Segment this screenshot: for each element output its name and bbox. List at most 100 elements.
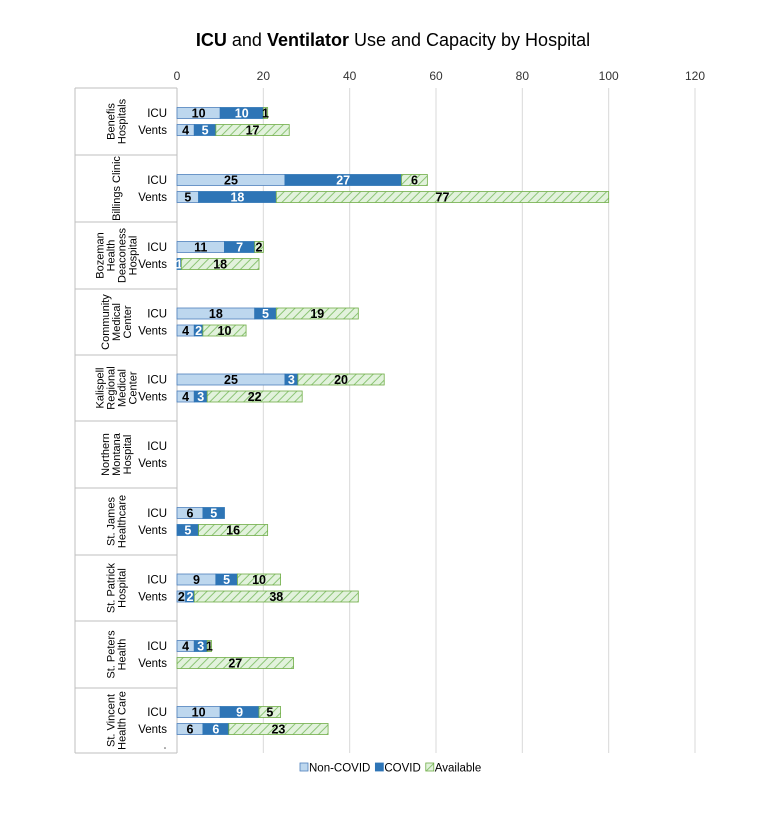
bar-available [275,191,610,203]
bar-covid [202,507,225,519]
hospital-label-line: Kalispell [95,368,107,409]
data-label-non-covid: 18 [209,307,223,321]
row-label-vents: Vents [138,458,167,470]
data-label-non-covid: 6 [186,723,193,737]
legend-label-covid: COVID [384,763,420,775]
data-label-non-covid: 10 [192,107,206,121]
hospital-label-line: Medical [117,369,129,407]
bar-available [228,723,329,735]
bar-available [215,124,290,136]
data-label-non-covid: 6 [186,507,193,521]
row-label-icu: ICU [147,309,167,321]
hospital-label-line: Montana [111,432,123,476]
hospital-label-line: Healthcare [117,495,129,548]
data-label-non-covid: 4 [182,390,189,404]
row-label-vents: Vents [138,592,167,604]
data-label-non-covid: 4 [182,640,189,654]
data-label-available: 10 [218,324,232,338]
hospital-label-8: St. PetersHealth [106,630,129,679]
x-tick-60: 60 [429,69,443,83]
hospital-groups: BenefisHospitals ICU Vents Billings Clinic I… [74,87,177,754]
hospital-label-line: Health [117,639,129,671]
data-label-available: 6 [411,174,418,188]
data-label-available: 19 [310,307,324,321]
hospital-label-line: Hospital [128,236,140,276]
data-label-non-covid: 11 [194,241,207,255]
stray-dot [164,747,166,749]
hospital-label-line: St. Patrick [106,562,118,613]
row-label-vents: Vents [138,192,167,204]
hospital-label-line: Billings Clinic [111,156,123,221]
x-axis-ticks: 0 20 40 60 80 100 120 [174,69,706,83]
row-label-icu: ICU [147,641,167,653]
hospital-label-1: Billings Clinic [111,156,123,221]
data-label-covid: 3 [197,640,204,654]
bar-available [206,640,212,652]
legend-label-available: Available [435,763,481,775]
data-label-available: 38 [269,590,283,604]
data-label-covid: 5 [184,524,191,538]
data-label-available: 17 [246,124,260,138]
data-label-non-covid: 10 [192,706,206,720]
x-tick-100: 100 [599,69,619,83]
data-label-available: 22 [248,390,262,404]
hospital-label-line: St. James [106,497,118,546]
bar-available [176,657,294,669]
row-label-icu: ICU [147,375,167,387]
hospital-label-line: Health Care [117,691,129,750]
row-label-vents: Vents [138,125,167,137]
legend: Non-COVID COVID Available [299,762,481,775]
hospital-label-line: Hospital [117,568,129,608]
hospital-label-3: CommunityMedicalCenter [100,294,134,350]
data-label-non-covid: 4 [182,124,189,138]
bar-available [193,590,359,603]
hospital-label-7: St. PatrickHospital [106,562,129,613]
bar-available [202,324,247,337]
data-label-covid: 5 [202,124,209,138]
hospital-label-line: Regional [106,366,118,409]
hospital-label-line: Center [122,305,134,338]
data-label-covid: 3 [288,373,295,387]
bar-available [297,373,385,386]
row-label-vents: Vents [138,259,167,271]
row-label-vents: Vents [138,658,167,670]
bar-available [198,524,269,536]
legend-swatch-available [425,762,435,772]
row-label-icu: ICU [147,242,167,254]
data-label-covid: 2 [186,590,193,604]
grid [176,88,696,753]
data-label-non-covid: 9 [193,573,200,587]
hospital-label-line: Deaconess [117,227,129,283]
hospital-label-line: Medical [111,303,123,341]
data-label-covid: 5 [210,507,217,521]
hospital-label-line: Bozeman [95,232,107,278]
hospital-label-line: St. Vincent [106,694,118,747]
row-label-vents: Vents [138,525,167,537]
title-part-2: Ventilator [267,30,349,50]
data-label-non-covid: 25 [224,373,238,387]
row-label-icu: ICU [147,108,167,120]
x-tick-80: 80 [516,69,530,83]
data-label-covid: 5 [262,307,269,321]
hospital-label-line: Center [128,371,140,404]
x-tick-0: 0 [174,69,181,83]
data-label-available: 1 [206,640,213,654]
legend-label-non-covid: Non-COVID [309,763,370,775]
legend-swatch-covid [374,762,384,772]
data-label-covid: 18 [230,191,244,205]
x-tick-120: 120 [685,69,705,83]
data-label-available: 1 [262,107,269,121]
row-label-vents: Vents [138,326,167,338]
data-label-available: 16 [226,524,240,538]
row-label-vents: Vents [138,724,167,736]
data-label-available: 2 [256,241,263,255]
hospital-label-4: KalispellRegionalMedicalCenter [95,366,140,409]
row-label-icu: ICU [147,441,167,453]
data-label-covid: 6 [212,723,219,737]
title-part-3: Use and Capacity by Hospital [349,30,590,50]
hospital-label-line: St. Peters [106,630,118,679]
data-label-covid: 3 [197,390,204,404]
hospital-label-line: Community [100,294,112,350]
